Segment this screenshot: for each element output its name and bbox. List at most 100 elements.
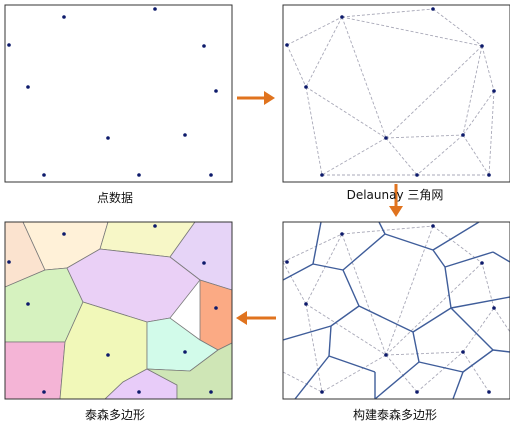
voronoi-cell <box>199 279 232 351</box>
delaunay-edge <box>341 16 483 47</box>
delaunay-edge <box>416 351 464 393</box>
panel-points <box>4 4 233 183</box>
data-point <box>214 89 218 93</box>
data-point <box>106 353 110 357</box>
data-point <box>153 224 157 228</box>
voronoi-edge <box>450 296 510 309</box>
delaunay-edge <box>286 44 307 88</box>
delaunay-edge <box>416 134 464 176</box>
data-point <box>106 136 110 140</box>
caption-thiessen: 泰森多边形 <box>84 408 145 422</box>
data-point <box>209 390 213 394</box>
data-point <box>285 43 289 47</box>
data-point <box>461 350 465 354</box>
data-point <box>431 224 435 228</box>
data-point <box>320 173 324 177</box>
voronoi-edge <box>328 325 332 357</box>
voronoi-edge <box>492 251 510 263</box>
data-point <box>487 390 491 394</box>
data-point <box>202 261 206 265</box>
delaunay-edge <box>385 137 418 176</box>
data-point <box>42 390 46 394</box>
delaunay-edges <box>283 225 510 393</box>
voronoi-cells <box>5 222 232 399</box>
delaunay-edge <box>462 90 495 136</box>
data-point <box>415 173 419 177</box>
data-point <box>42 173 46 177</box>
data-point <box>137 173 141 177</box>
delaunay-edge <box>488 90 495 176</box>
data-point <box>487 173 491 177</box>
voronoi-edge <box>432 222 480 251</box>
panel-delaunay <box>282 4 510 183</box>
panel-frame-top <box>4 221 233 400</box>
caption-delaunay: Delaunay 三角网 <box>346 188 444 202</box>
voronoi-edge <box>418 361 464 373</box>
delaunay-edge <box>341 225 434 235</box>
data-point <box>384 136 388 140</box>
voronoi-edge <box>444 251 494 268</box>
delaunay-edge <box>305 303 387 356</box>
data-point <box>415 390 419 394</box>
data-point <box>461 133 465 137</box>
voronoi-edge <box>358 305 414 333</box>
data-point <box>62 15 66 19</box>
arrow-left-icon <box>236 311 276 325</box>
delaunay-edge <box>462 134 490 176</box>
data-point <box>7 260 11 264</box>
data-point <box>153 7 157 11</box>
delaunay-edge <box>321 354 387 393</box>
data-point <box>340 15 344 19</box>
delaunay-edges <box>286 8 495 176</box>
voronoi-edge <box>412 331 420 363</box>
voronoi-edge <box>450 307 494 351</box>
voronoi-edge <box>342 269 360 307</box>
panel-thiessen <box>4 221 233 400</box>
data-point <box>320 390 324 394</box>
delaunay-edge <box>283 371 323 393</box>
voronoi-edge <box>384 233 434 251</box>
arrow-right-icon <box>237 91 275 105</box>
point-set <box>7 7 218 177</box>
voronoi-edge <box>330 305 360 327</box>
delaunay-edge <box>305 233 343 305</box>
delaunay-edge <box>341 8 434 18</box>
data-point <box>183 133 187 137</box>
voronoi-edge <box>294 355 330 399</box>
panel-frame <box>282 221 510 400</box>
data-point <box>214 306 218 310</box>
data-point <box>304 85 308 89</box>
panel-frame <box>4 4 233 183</box>
voronoi-edge <box>342 233 386 271</box>
voronoi-edge <box>462 349 494 373</box>
delaunay-edge <box>385 351 464 356</box>
voronoi-edge <box>328 355 376 373</box>
delaunay-edge <box>432 8 483 47</box>
data-point <box>183 350 187 354</box>
data-point <box>304 302 308 306</box>
data-point <box>26 302 30 306</box>
voronoi-edges <box>283 222 510 399</box>
voronoi-edge <box>492 349 510 353</box>
voronoi-edge <box>444 266 452 309</box>
delaunay-edge <box>321 137 387 176</box>
caption-build: 构建泰森多边形 <box>352 408 437 422</box>
voronoi-edge <box>283 325 332 341</box>
caption-points: 点数据 <box>96 191 133 205</box>
delaunay-edge <box>432 225 483 264</box>
delaunay-edge <box>286 16 343 46</box>
data-point <box>384 353 388 357</box>
data-point <box>340 232 344 236</box>
voronoi-edge <box>432 249 446 268</box>
voronoi-edge <box>374 361 420 399</box>
voronoi-edge <box>412 307 452 333</box>
delaunay-edge <box>481 45 495 92</box>
arrow-down-icon <box>389 184 403 217</box>
delaunay-edge <box>462 351 490 393</box>
voronoi-edge <box>452 371 464 399</box>
panel-frame <box>282 4 510 183</box>
point-set <box>7 224 218 394</box>
panel-frame-top <box>282 221 510 400</box>
delaunay-edge <box>283 261 307 305</box>
